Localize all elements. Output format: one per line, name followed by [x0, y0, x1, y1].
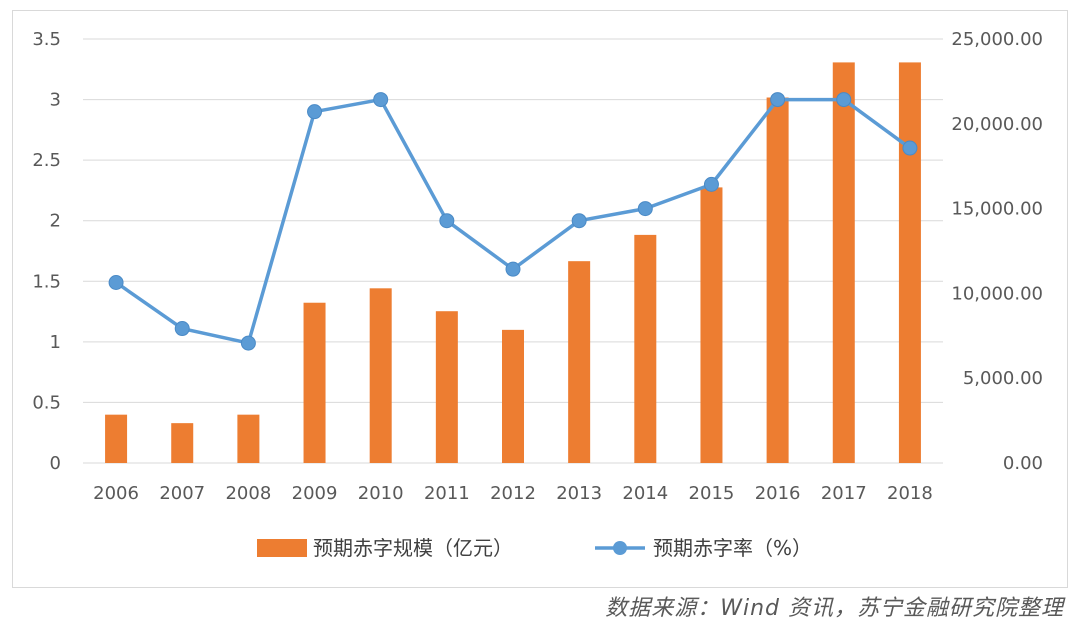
y-right-tick-label: 15,000.00: [951, 199, 1043, 220]
bar: [766, 97, 789, 464]
line-series: [108, 92, 918, 351]
chart-frame: 0 0.5 1 1.5 2 2.5 3 3.5 0.00 5,000.00 10,000.00 15…: [12, 10, 1068, 588]
bar: [502, 329, 524, 463]
legend: 预期赤字规模（亿元） 预期赤字率（%）: [257, 536, 812, 560]
y-right-tick-label: 0.00: [1003, 453, 1043, 474]
x-tick-label: 2018: [887, 483, 933, 504]
chart: 0 0.5 1 1.5 2 2.5 3 3.5 0.00 5,000.00 10,000.00 15…: [32, 29, 1043, 560]
x-tick-label: 2013: [556, 483, 602, 504]
y-left-tick-label: 0: [50, 453, 61, 474]
line-point: [505, 261, 521, 277]
bar: [435, 311, 458, 463]
y-axis-left-ticks: 0 0.5 1 1.5 2 2.5 3 3.5: [32, 29, 61, 474]
line-point: [836, 92, 852, 108]
x-tick-label: 2008: [225, 483, 271, 504]
line-point: [703, 176, 719, 192]
x-tick-label: 2010: [358, 483, 404, 504]
x-tick-label: 2015: [689, 483, 735, 504]
legend-label-line: 预期赤字率（%）: [653, 536, 812, 560]
line-path: [115, 97, 911, 345]
x-tick-label: 2016: [755, 483, 801, 504]
bar: [303, 302, 326, 463]
bar-series: [105, 62, 921, 464]
y-right-tick-label: 10,000.00: [951, 283, 1043, 304]
y-left-tick-label: 1.5: [32, 271, 61, 292]
x-tick-label: 2006: [93, 483, 139, 504]
y-right-tick-label: 25,000.00: [951, 29, 1043, 50]
line-point: [902, 140, 918, 156]
y-left-tick-label: 2.5: [32, 150, 61, 171]
bar: [237, 414, 260, 463]
bar: [700, 187, 723, 463]
y-right-tick-label: 5,000.00: [963, 368, 1043, 389]
line-point: [174, 321, 190, 337]
legend-label-bar: 预期赤字规模（亿元）: [313, 536, 513, 560]
line-point: [637, 201, 653, 217]
y-left-tick-label: 3: [50, 90, 61, 111]
bar: [832, 62, 855, 464]
line-point: [439, 213, 455, 229]
x-tick-label: 2012: [490, 483, 536, 504]
line-point: [307, 104, 323, 120]
legend-swatch-bar: [257, 539, 307, 557]
x-tick-label: 2009: [292, 483, 338, 504]
legend-swatch-marker: [613, 541, 627, 555]
y-left-tick-label: 3.5: [32, 29, 61, 50]
bar: [171, 423, 194, 463]
y-left-tick-label: 0.5: [32, 392, 61, 413]
line-point: [770, 92, 786, 108]
bar: [105, 414, 128, 463]
x-tick-label: 2014: [622, 483, 668, 504]
x-tick-label: 2017: [821, 483, 867, 504]
line-point: [108, 274, 124, 290]
bar: [898, 62, 921, 464]
line-point: [240, 335, 256, 351]
bar: [568, 261, 591, 463]
line-point: [571, 213, 587, 229]
x-tick-label: 2011: [424, 483, 470, 504]
line-point: [373, 92, 389, 108]
y-right-tick-label: 20,000.00: [951, 114, 1043, 135]
source-note: 数据来源：Wind 资讯，苏宁金融研究院整理: [605, 596, 1064, 621]
bar: [634, 234, 657, 463]
y-axis-right-ticks: 0.00 5,000.00 10,000.00 15,000.00 20,000.00 2…: [951, 29, 1043, 474]
y-left-tick-label: 2: [50, 211, 61, 232]
x-axis-ticks: 2006 2007 2008 2009 2010 2011 2012 2013 2014 2015…: [93, 483, 933, 504]
bar: [369, 288, 392, 463]
y-left-tick-label: 1: [50, 332, 61, 353]
x-tick-label: 2007: [159, 483, 205, 504]
